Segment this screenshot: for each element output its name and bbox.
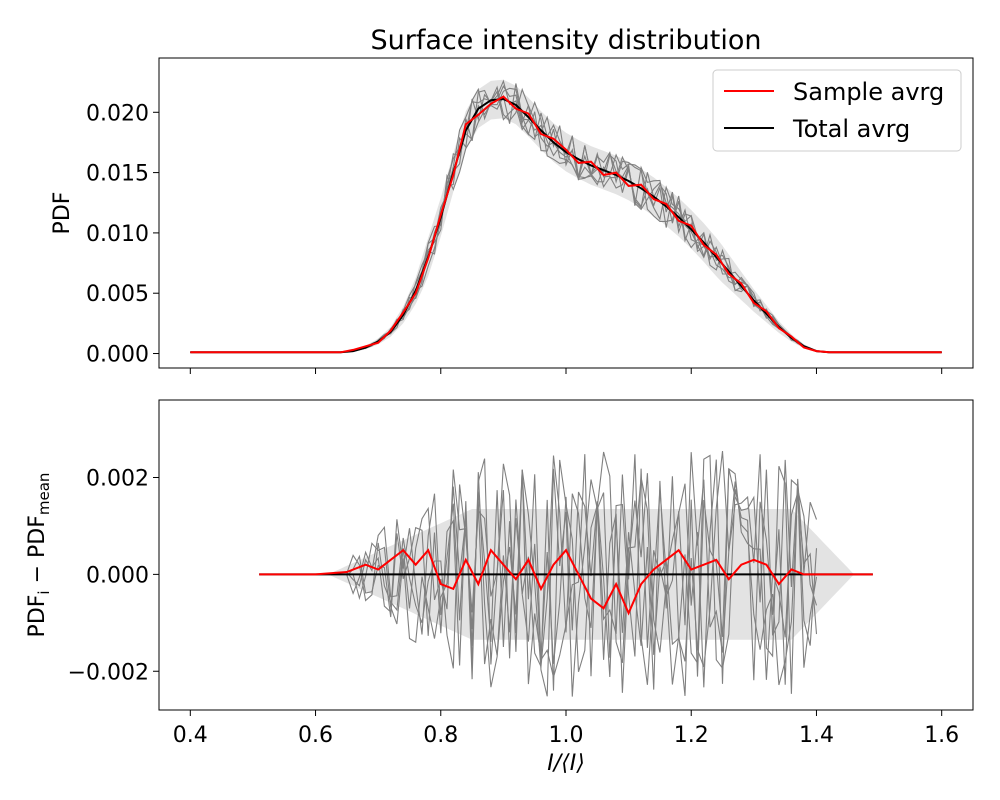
bottom-y-tick-label-0: −0.002	[68, 660, 149, 685]
top-y-tick-label-1: 0.005	[86, 282, 149, 307]
bottom-y-tick-label-1: 0.000	[86, 563, 149, 588]
chart-title: Surface intensity distribution	[371, 25, 762, 56]
legend-label-sample: Sample avrg	[793, 78, 944, 106]
top-y-tick-label-0: 0.000	[86, 343, 149, 368]
bottom-x-tick-label-4: 1.2	[674, 723, 709, 748]
bottom-y-tick-label-2: 0.002	[86, 467, 149, 492]
bottom-x-tick-label-3: 1.0	[549, 723, 584, 748]
top-series-sample-avrg	[190, 95, 942, 354]
legend-label-total: Total avrg	[792, 115, 910, 143]
bottom-x-tick-label-6: 1.6	[924, 723, 959, 748]
bottom-x-tick-label-0: 0.4	[173, 723, 208, 748]
bottom-y-axis-title: PDFi − PDFmean	[25, 473, 53, 638]
y-title-part-pdf: PDF	[25, 595, 50, 638]
top-series-lines	[190, 95, 942, 354]
top-panel: Surface intensity distribution 0.0000.00…	[50, 25, 974, 374]
bottom-x-tick-label-2: 0.8	[423, 723, 458, 748]
top-band-area	[190, 79, 942, 354]
top-y-tick-label-2: 0.010	[86, 222, 149, 247]
y-title-sub-mean: mean	[35, 473, 53, 516]
x-axis-title: I/⟨I⟩	[547, 751, 585, 776]
bottom-panel: 0.4 0.6 0.8 1.0 1.2 1.4 1.6 −0.002 0.000 0.002 I…	[25, 399, 974, 776]
top-y-axis-title: PDF	[50, 192, 75, 235]
bottom-series-sample-avrg	[259, 548, 873, 616]
bottom-x-ticks: 0.4 0.6 0.8 1.0 1.2 1.4 1.6	[173, 710, 959, 748]
bottom-y-ticks: −0.002 0.000 0.002	[68, 467, 159, 685]
legend-frame	[712, 69, 962, 152]
top-y-tick-label-3: 0.015	[86, 162, 149, 187]
y-title-sub-i: i	[35, 590, 53, 594]
top-y-tick-label-4: 0.020	[86, 101, 149, 126]
bottom-sample-line-5	[346, 450, 818, 694]
top-confidence-band	[190, 79, 942, 354]
bottom-x-tick-label-1: 0.6	[298, 723, 333, 748]
top-x-ticks	[189, 368, 943, 374]
y-title-minus: − PDF	[25, 515, 50, 590]
top-y-ticks: 0.000 0.005 0.010 0.015 0.020	[86, 101, 159, 368]
legend: Sample avrg Total avrg	[712, 69, 962, 152]
bottom-x-tick-label-5: 1.4	[799, 723, 834, 748]
bottom-series-lines	[259, 548, 873, 616]
